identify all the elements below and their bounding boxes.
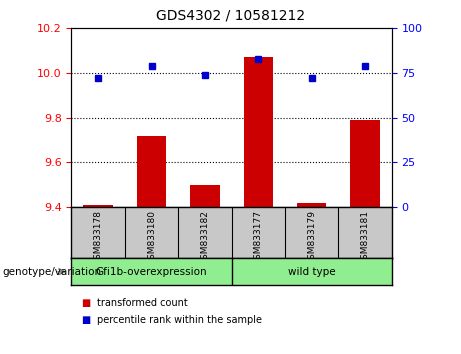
- Text: GSM833182: GSM833182: [201, 210, 209, 264]
- Text: percentile rank within the sample: percentile rank within the sample: [97, 315, 262, 325]
- Bar: [297, 202, 326, 207]
- Bar: [83, 205, 113, 207]
- Text: GDS4302 / 10581212: GDS4302 / 10581212: [156, 9, 305, 23]
- Bar: [350, 120, 380, 207]
- Text: GSM833177: GSM833177: [254, 210, 263, 265]
- Text: GSM833180: GSM833180: [147, 210, 156, 265]
- Text: Gfi1b-overexpression: Gfi1b-overexpression: [96, 267, 207, 277]
- Bar: [190, 185, 219, 207]
- Bar: [244, 57, 273, 207]
- Text: wild type: wild type: [288, 267, 336, 277]
- Bar: [137, 136, 166, 207]
- Text: ■: ■: [81, 298, 90, 308]
- Text: GSM833178: GSM833178: [94, 210, 103, 265]
- Text: transformed count: transformed count: [97, 298, 188, 308]
- Text: ■: ■: [81, 315, 90, 325]
- Text: GSM833181: GSM833181: [361, 210, 370, 265]
- Text: GSM833179: GSM833179: [307, 210, 316, 265]
- Text: genotype/variation: genotype/variation: [2, 267, 101, 277]
